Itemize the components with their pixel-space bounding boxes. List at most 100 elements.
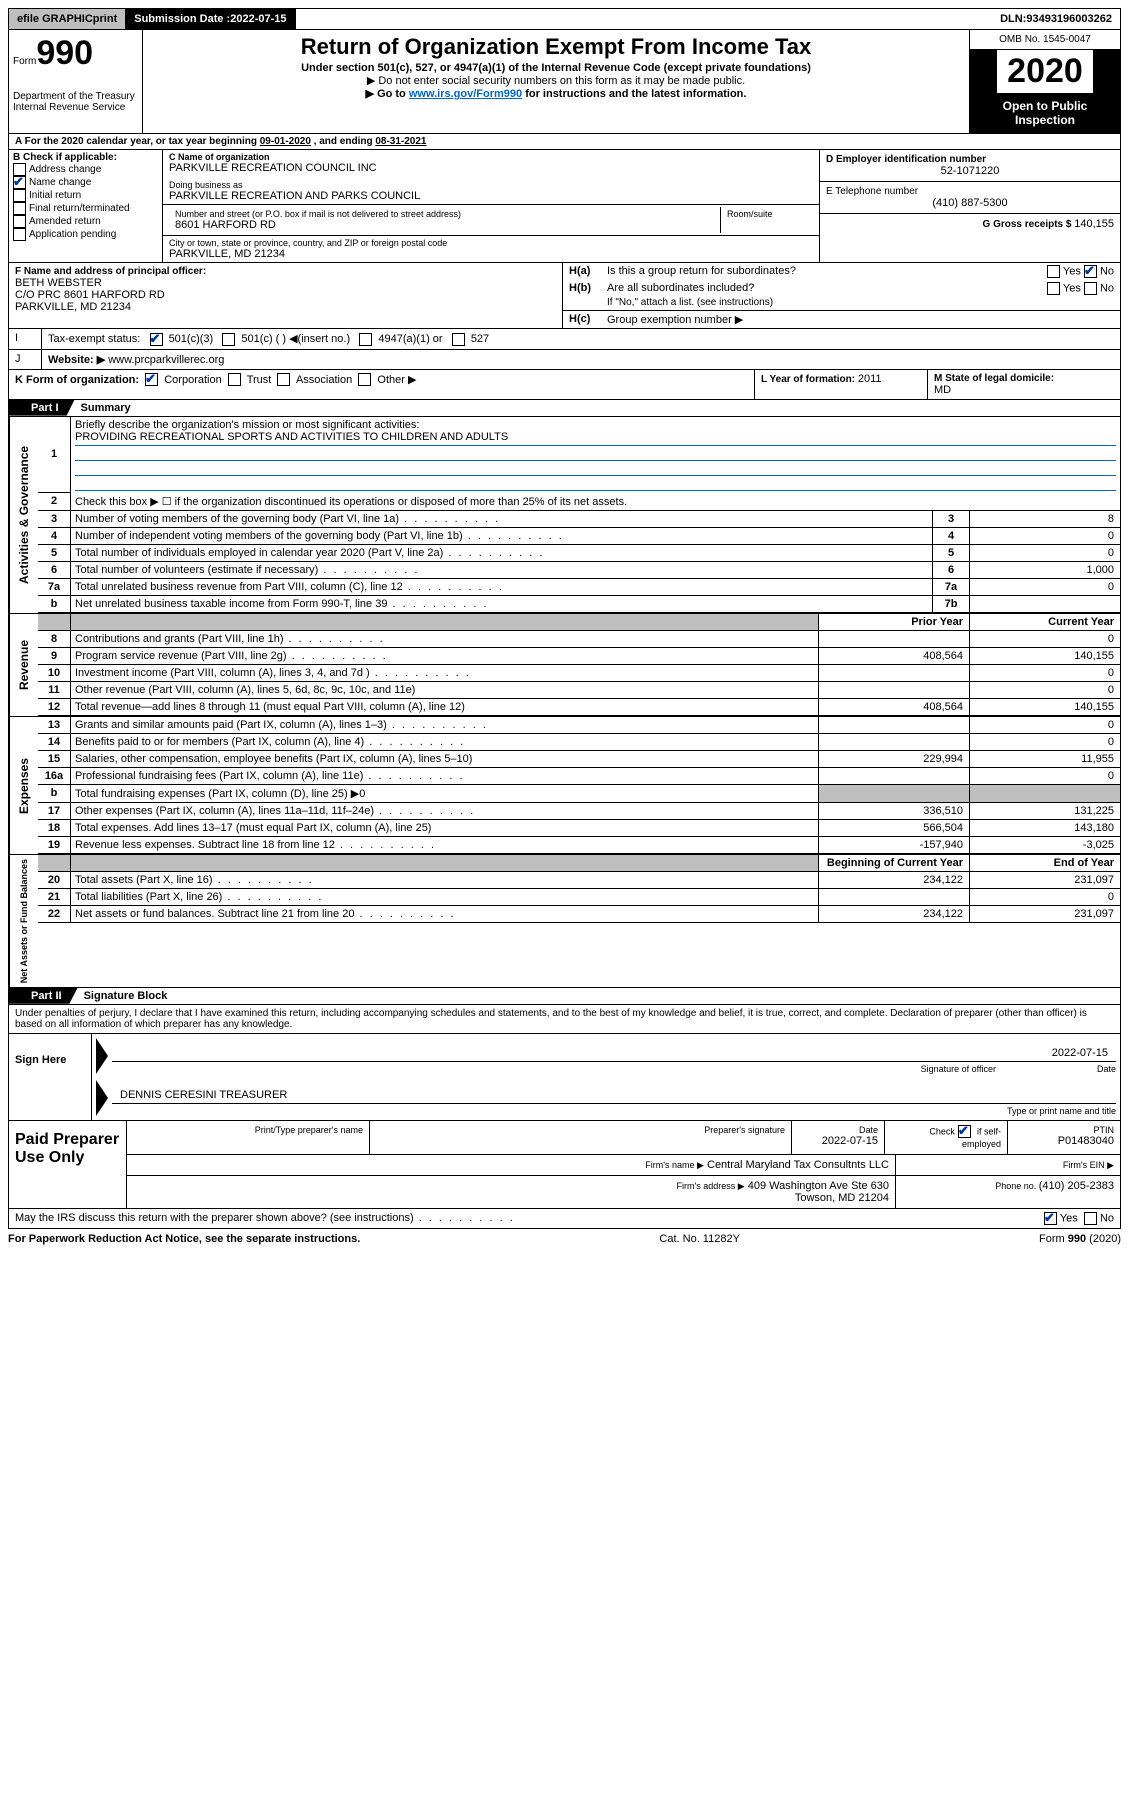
form-990-block: Form 990 bbox=[13, 34, 138, 73]
sig-officer-label: Signature of officer bbox=[112, 1064, 996, 1074]
current-year-header: Current Year bbox=[970, 614, 1121, 631]
K-opt-1: Trust bbox=[247, 374, 272, 386]
q1-answer: PROVIDING RECREATIONAL SPORTS AND ACTIVI… bbox=[75, 431, 1116, 446]
rev-row-11: 11Other revenue (Part VIII, column (A), … bbox=[38, 681, 1120, 698]
form990-link[interactable]: www.irs.gov/Form990 bbox=[409, 88, 522, 100]
checkbox-name-change[interactable] bbox=[13, 176, 26, 189]
year-box: 2020 bbox=[970, 50, 1120, 93]
Ha-no-checkbox[interactable] bbox=[1084, 265, 1097, 278]
firm-phone: (410) 205-2383 bbox=[1039, 1180, 1114, 1192]
checkbox-final-return[interactable] bbox=[13, 202, 26, 215]
I-label: Tax-exempt status: bbox=[48, 333, 140, 345]
vtab-netassets: Net Assets or Fund Balances bbox=[9, 855, 38, 987]
D-block: D Employer identification number 52-1071… bbox=[820, 150, 1120, 182]
gov-6-text: Total number of volunteers (estimate if … bbox=[71, 561, 933, 578]
K-label: K Form of organization: bbox=[15, 374, 139, 386]
I-4947-checkbox[interactable] bbox=[359, 333, 372, 346]
Hb-note: If "No," attach a list. (see instruction… bbox=[563, 297, 1120, 310]
rev-row-12: 12Total revenue—add lines 8 through 11 (… bbox=[38, 698, 1120, 715]
ptin-cell: PTINP01483040 bbox=[1008, 1121, 1120, 1154]
discuss-yes-checkbox[interactable] bbox=[1044, 1212, 1057, 1225]
K-corp-checkbox[interactable] bbox=[145, 373, 158, 386]
checkbox-initial-return[interactable] bbox=[13, 189, 26, 202]
preparer-sig-label: Preparer's signature bbox=[376, 1125, 785, 1135]
exp-18-num: 18 bbox=[38, 819, 71, 836]
K-block: K Form of organization: Corporation Trus… bbox=[9, 370, 755, 399]
K-opt-3: Other ▶ bbox=[377, 374, 416, 386]
exp-14-curr: 0 bbox=[970, 733, 1121, 750]
ptin-value: P01483040 bbox=[1014, 1135, 1114, 1147]
netassets-content: Beginning of Current YearEnd of Year 20T… bbox=[38, 855, 1120, 987]
checkbox-amended[interactable] bbox=[13, 215, 26, 228]
gov-6-val: 1,000 bbox=[970, 561, 1121, 578]
officer-addr1: C/O PRC 8601 HARFORD RD bbox=[15, 289, 556, 301]
vtab-governance: Activities & Governance bbox=[9, 417, 38, 613]
gov-row-5: 5Total number of individuals employed in… bbox=[38, 544, 1120, 561]
efile-button[interactable]: efile GRAPHIC print bbox=[9, 9, 126, 29]
col-C: C Name of organization PARKVILLE RECREAT… bbox=[163, 150, 820, 262]
K-other-checkbox[interactable] bbox=[358, 373, 371, 386]
gov-6-num: 6 bbox=[38, 561, 71, 578]
open-inspection: Open to Public Inspection bbox=[970, 93, 1120, 133]
preparer-name-cell: Print/Type preparer's name bbox=[127, 1121, 370, 1154]
Hb-yes-checkbox[interactable] bbox=[1047, 282, 1060, 295]
exp-row-17: 17Other expenses (Part IX, column (A), l… bbox=[38, 802, 1120, 819]
dept-treasury: Department of the Treasury bbox=[13, 91, 138, 102]
revenue-content: Prior YearCurrent Year 8Contributions an… bbox=[38, 614, 1120, 716]
footer-form-num: 990 bbox=[1068, 1233, 1086, 1245]
exp-15-text: Salaries, other compensation, employee b… bbox=[71, 750, 819, 767]
gov-7b-num: b bbox=[38, 595, 71, 612]
rev-9-prior: 408,564 bbox=[819, 647, 970, 664]
K-trust-checkbox[interactable] bbox=[228, 373, 241, 386]
net-21-prior bbox=[819, 888, 970, 905]
sub3-pre: Go to bbox=[377, 88, 409, 100]
firm-phone-cell: Phone no. (410) 205-2383 bbox=[896, 1176, 1120, 1208]
B-label-2: Initial return bbox=[29, 190, 81, 201]
gov-row-3: 3Number of voting members of the governi… bbox=[38, 510, 1120, 527]
part1-governance: Activities & Governance 1 Briefly descri… bbox=[8, 417, 1121, 614]
rev-10-curr: 0 bbox=[970, 664, 1121, 681]
line-a-begin: 09-01-2020 bbox=[260, 136, 311, 147]
q1-cell: Briefly describe the organization's miss… bbox=[71, 417, 1121, 493]
officer-sig-labels: Signature of officer Date bbox=[112, 1064, 1116, 1074]
net-21-num: 21 bbox=[38, 888, 71, 905]
city-value: PARKVILLE, MD 21234 bbox=[169, 248, 813, 260]
dba-value: PARKVILLE RECREATION AND PARKS COUNCIL bbox=[169, 190, 813, 202]
officer-name-line: DENNIS CERESINI TREASURER bbox=[112, 1087, 1116, 1104]
discuss-no-label: No bbox=[1100, 1212, 1114, 1224]
firm-addr2: Towson, MD 21204 bbox=[223, 1192, 889, 1204]
M-block: M State of legal domicile: MD bbox=[928, 370, 1120, 399]
rev-10-text: Investment income (Part VIII, column (A)… bbox=[71, 664, 819, 681]
irs-label: Internal Revenue Service bbox=[13, 102, 138, 113]
self-employed-checkbox[interactable] bbox=[958, 1125, 971, 1138]
exp-13-curr: 0 bbox=[970, 717, 1121, 734]
q1-blank-3 bbox=[75, 476, 1116, 491]
rev-row-9: 9Program service revenue (Part VIII, lin… bbox=[38, 647, 1120, 664]
ptin-label: PTIN bbox=[1014, 1125, 1114, 1135]
K-assoc-checkbox[interactable] bbox=[277, 373, 290, 386]
discuss-no-checkbox[interactable] bbox=[1084, 1212, 1097, 1225]
Hb-no-checkbox[interactable] bbox=[1084, 282, 1097, 295]
rev-hdr-spacer bbox=[71, 614, 819, 631]
gov-7a-val: 0 bbox=[970, 578, 1121, 595]
J-tag: J bbox=[9, 350, 42, 369]
part1-header: Part I Summary bbox=[8, 400, 1121, 417]
I-527-checkbox[interactable] bbox=[452, 333, 465, 346]
I-501c-checkbox[interactable] bbox=[222, 333, 235, 346]
exp-16b-prior bbox=[819, 784, 970, 802]
gov-7b-text: Net unrelated business taxable income fr… bbox=[71, 595, 933, 612]
checkbox-application-pending[interactable] bbox=[13, 228, 26, 241]
net-20-text: Total assets (Part X, line 16) bbox=[71, 871, 819, 888]
rev-11-curr: 0 bbox=[970, 681, 1121, 698]
rev-12-text: Total revenue—add lines 8 through 11 (mu… bbox=[71, 698, 819, 715]
print-label: print bbox=[93, 13, 117, 25]
rev-hdr-blank bbox=[38, 614, 71, 631]
form-title: Return of Organization Exempt From Incom… bbox=[147, 34, 965, 60]
rev-row-8: 8Contributions and grants (Part VIII, li… bbox=[38, 630, 1120, 647]
paid-preparer-block: Paid Preparer Use Only Print/Type prepar… bbox=[8, 1121, 1121, 1209]
Ha-yes-checkbox[interactable] bbox=[1047, 265, 1060, 278]
exp-16b-text: Total fundraising expenses (Part IX, col… bbox=[71, 784, 819, 802]
gov-5-box: 5 bbox=[933, 544, 970, 561]
I-501c3-checkbox[interactable] bbox=[150, 333, 163, 346]
Hb-yes-label: Yes bbox=[1063, 282, 1081, 294]
